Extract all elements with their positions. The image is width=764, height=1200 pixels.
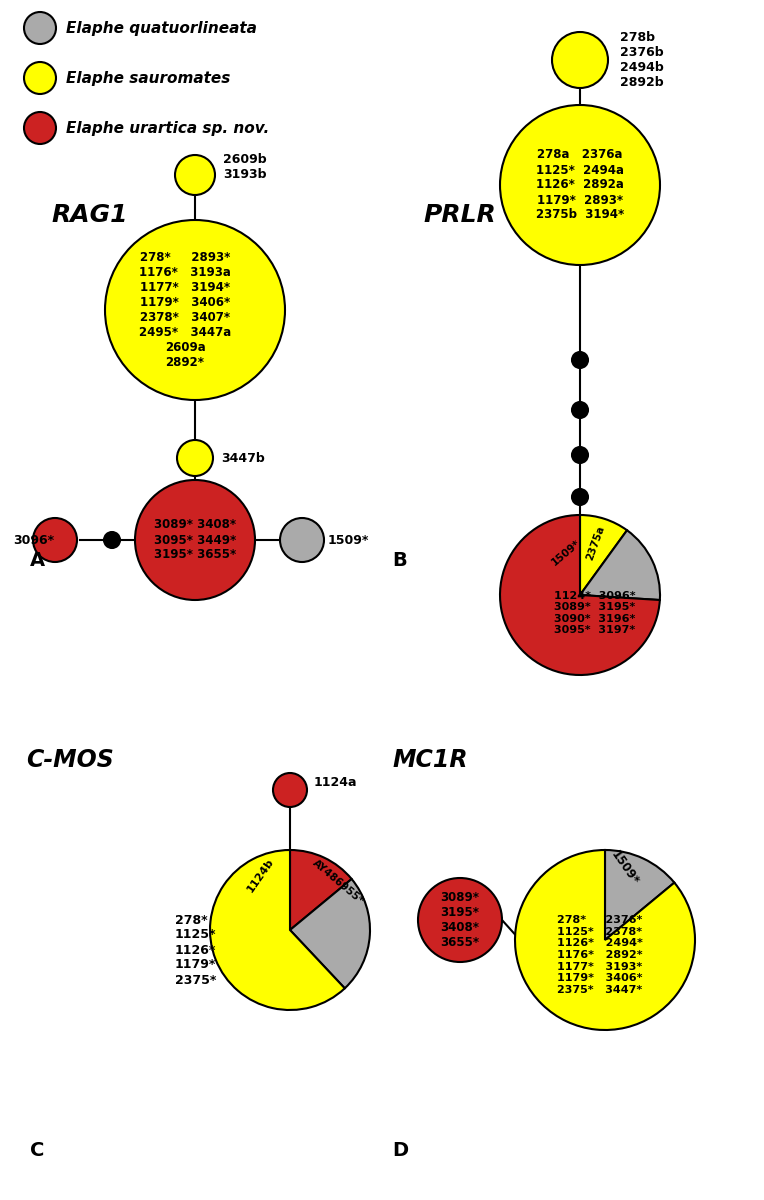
Circle shape [177, 440, 213, 476]
Text: 1124a: 1124a [314, 775, 358, 788]
Wedge shape [515, 850, 695, 1030]
Text: 278*
1125*
1126*
1179*
2375*: 278* 1125* 1126* 1179* 2375* [175, 913, 216, 986]
Text: D: D [392, 1140, 408, 1159]
Circle shape [24, 62, 56, 94]
Wedge shape [210, 850, 345, 1010]
Text: 1124b: 1124b [244, 856, 275, 894]
Circle shape [135, 480, 255, 600]
Text: 3096*: 3096* [13, 534, 54, 546]
Circle shape [572, 402, 588, 418]
Circle shape [572, 490, 588, 505]
Text: B: B [392, 551, 406, 570]
Circle shape [572, 352, 588, 368]
Text: Elaphe quatuorlineata: Elaphe quatuorlineata [66, 20, 257, 36]
Text: RAG1: RAG1 [52, 203, 128, 227]
Text: PRLR: PRLR [423, 203, 497, 227]
Circle shape [280, 518, 324, 562]
Text: C-MOS: C-MOS [26, 748, 114, 772]
Text: C: C [30, 1140, 44, 1159]
Text: 278*     2376*
1125*   2378*
1126*   2494*
1176*   2892*
1177*   3193*
1179*   3: 278* 2376* 1125* 2378* 1126* 2494* 1176*… [557, 916, 643, 995]
Text: 1509*: 1509* [549, 538, 582, 568]
Wedge shape [290, 850, 351, 930]
Circle shape [105, 220, 285, 400]
Wedge shape [500, 515, 660, 674]
Text: Elaphe urartica sp. nov.: Elaphe urartica sp. nov. [66, 120, 269, 136]
Text: 278b
2376b
2494b
2892b: 278b 2376b 2494b 2892b [620, 31, 664, 89]
Circle shape [24, 112, 56, 144]
Text: 1509*: 1509* [608, 848, 642, 888]
Text: 3089*
3195*
3408*
3655*: 3089* 3195* 3408* 3655* [440, 890, 480, 949]
Circle shape [572, 446, 588, 463]
Wedge shape [290, 880, 370, 989]
Circle shape [552, 32, 608, 88]
Text: 2375a: 2375a [585, 524, 607, 562]
Text: Elaphe sauromates: Elaphe sauromates [66, 71, 231, 85]
Text: 2609b
3193b: 2609b 3193b [223, 152, 267, 181]
Circle shape [104, 532, 120, 548]
Circle shape [418, 878, 502, 962]
Circle shape [500, 104, 660, 265]
Wedge shape [580, 530, 660, 600]
Text: AY486955*: AY486955* [310, 858, 365, 906]
Circle shape [572, 529, 588, 545]
Circle shape [175, 155, 215, 194]
Circle shape [24, 12, 56, 44]
Text: 278*     2893*
1176*   3193a
1177*   3194*
1179*   3406*
2378*   3407*
2495*   3: 278* 2893* 1176* 3193a 1177* 3194* 1179*… [139, 251, 231, 370]
Wedge shape [605, 850, 675, 940]
Text: 278a   2376a
1125*  2494a
1126*  2892a
1179*  2893*
2375b  3194*: 278a 2376a 1125* 2494a 1126* 2892a 1179*… [536, 149, 624, 222]
Text: 3447b: 3447b [221, 451, 265, 464]
Text: 3089* 3408*
3095* 3449*
3195* 3655*: 3089* 3408* 3095* 3449* 3195* 3655* [154, 518, 236, 562]
Wedge shape [580, 515, 627, 595]
Circle shape [33, 518, 77, 562]
Text: 1124*  3096*
3089*  3195*
3090*  3196*
3095*  3197*: 1124* 3096* 3089* 3195* 3090* 3196* 3095… [554, 590, 636, 636]
Text: MC1R: MC1R [392, 748, 468, 772]
Text: A: A [30, 551, 45, 570]
Text: 1509*: 1509* [328, 534, 369, 546]
Circle shape [273, 773, 307, 806]
